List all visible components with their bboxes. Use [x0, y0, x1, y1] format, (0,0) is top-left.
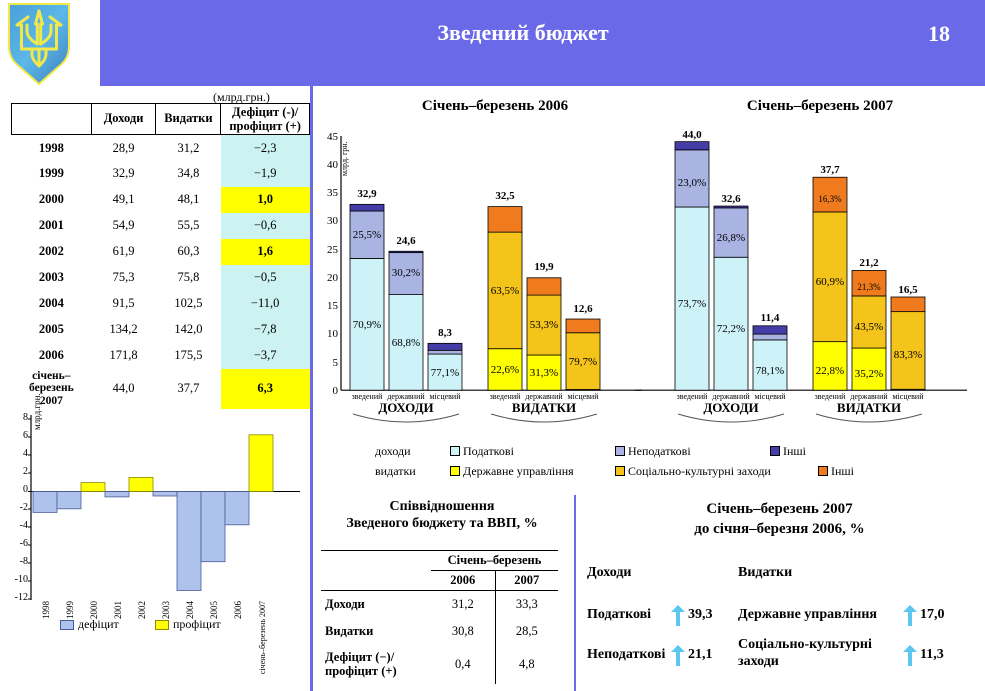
svg-text:12,6: 12,6 [573, 303, 593, 315]
svg-text:30: 30 [327, 215, 339, 227]
svg-text:15: 15 [327, 300, 339, 312]
svg-text:10: 10 [327, 328, 339, 340]
svg-text:73,7%: 73,7% [678, 298, 706, 310]
svg-text:5: 5 [333, 357, 339, 369]
svg-text:16,5: 16,5 [898, 284, 918, 296]
svg-text:21,3%: 21,3% [857, 282, 881, 292]
svg-text:22,8%: 22,8% [816, 365, 844, 377]
svg-text:32,9: 32,9 [357, 188, 377, 200]
svg-text:-2: -2 [20, 502, 28, 513]
svg-text:25: 25 [327, 244, 339, 256]
svg-text:8: 8 [23, 412, 28, 423]
svg-text:8,3: 8,3 [438, 327, 452, 339]
svg-text:37,7: 37,7 [820, 164, 840, 176]
svg-text:2: 2 [23, 466, 28, 477]
svg-text:72,2%: 72,2% [717, 323, 745, 335]
svg-text:1998: 1998 [41, 601, 51, 620]
svg-text:20: 20 [327, 272, 339, 284]
svg-text:45: 45 [327, 131, 339, 143]
svg-text:2006: 2006 [233, 601, 243, 620]
svg-text:2003: 2003 [161, 601, 171, 620]
svg-text:-4: -4 [20, 520, 28, 531]
svg-text:53,3%: 53,3% [530, 319, 558, 331]
svg-text:21,2: 21,2 [859, 257, 879, 269]
svg-text:35: 35 [327, 187, 339, 199]
svg-text:1999: 1999 [65, 601, 75, 620]
svg-text:44,0: 44,0 [682, 129, 702, 141]
svg-text:43,5%: 43,5% [855, 321, 883, 333]
svg-text:30,2%: 30,2% [392, 267, 420, 279]
svg-text:32,6: 32,6 [721, 193, 741, 205]
svg-text:-6: -6 [20, 538, 28, 549]
svg-text:січень–березень 2007: січень–березень 2007 [258, 601, 267, 674]
svg-text:2002: 2002 [137, 601, 147, 619]
svg-text:60,9%: 60,9% [816, 276, 844, 288]
svg-text:31,3%: 31,3% [530, 367, 558, 379]
svg-text:16,3%: 16,3% [818, 194, 842, 204]
svg-text:11,4: 11,4 [761, 312, 780, 324]
svg-text:6: 6 [23, 430, 28, 441]
svg-text:0: 0 [333, 385, 339, 397]
svg-text:40: 40 [327, 159, 339, 171]
svg-text:32,5: 32,5 [495, 190, 515, 202]
svg-text:0: 0 [23, 484, 28, 495]
svg-text:24,6: 24,6 [396, 235, 416, 247]
svg-text:місцевий: місцевий [429, 392, 461, 401]
svg-text:78,1%: 78,1% [756, 365, 784, 377]
svg-text:68,8%: 68,8% [392, 337, 420, 349]
svg-text:79,7%: 79,7% [569, 356, 597, 368]
svg-text:-10: -10 [15, 574, 28, 585]
svg-text:-8: -8 [20, 556, 28, 567]
svg-text:-12: -12 [15, 592, 28, 603]
svg-text:83,3%: 83,3% [894, 349, 922, 361]
svg-text:35,2%: 35,2% [855, 368, 883, 380]
svg-text:23,0%: 23,0% [678, 177, 706, 189]
svg-text:77,1%: 77,1% [431, 367, 459, 379]
svg-text:22,6%: 22,6% [491, 364, 519, 376]
svg-text:19,9: 19,9 [534, 261, 554, 273]
svg-text:63,5%: 63,5% [491, 285, 519, 297]
svg-text:26,8%: 26,8% [717, 232, 745, 244]
svg-text:4: 4 [23, 448, 28, 459]
svg-text:місцевий: місцевий [754, 392, 786, 401]
svg-text:70,9%: 70,9% [353, 319, 381, 331]
svg-text:млрд.грн.: млрд.грн. [32, 393, 42, 430]
svg-text:25,5%: 25,5% [353, 229, 381, 241]
